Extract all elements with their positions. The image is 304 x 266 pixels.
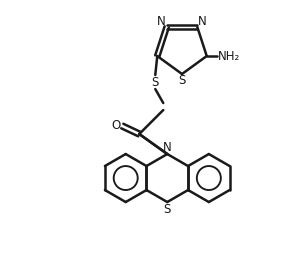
Text: N: N: [198, 15, 207, 28]
Text: N: N: [163, 140, 172, 153]
Text: O: O: [112, 119, 121, 131]
Text: S: S: [178, 74, 186, 88]
Text: S: S: [152, 76, 159, 89]
Text: S: S: [164, 202, 171, 215]
Text: NH₂: NH₂: [218, 49, 240, 63]
Text: N: N: [157, 15, 166, 28]
